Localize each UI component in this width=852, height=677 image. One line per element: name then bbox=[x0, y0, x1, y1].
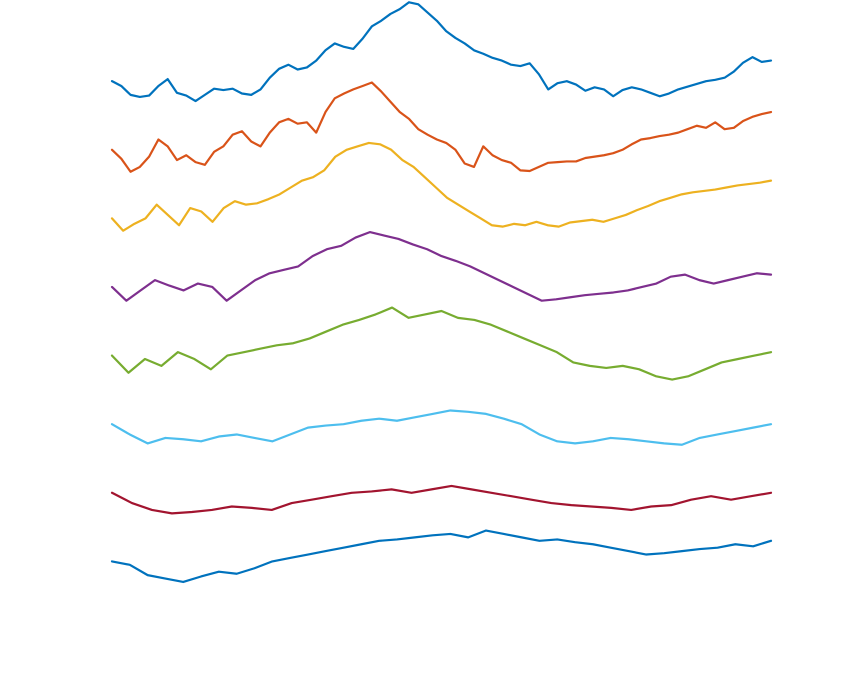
series-line-2 bbox=[110, 81, 773, 173]
series-line-7 bbox=[110, 484, 773, 515]
series-line-8 bbox=[110, 529, 773, 584]
series-line-6 bbox=[110, 409, 773, 446]
series-line-3 bbox=[110, 141, 773, 232]
series-line-5 bbox=[110, 306, 773, 381]
series-line-1 bbox=[110, 1, 773, 103]
series-line-4 bbox=[110, 230, 773, 302]
